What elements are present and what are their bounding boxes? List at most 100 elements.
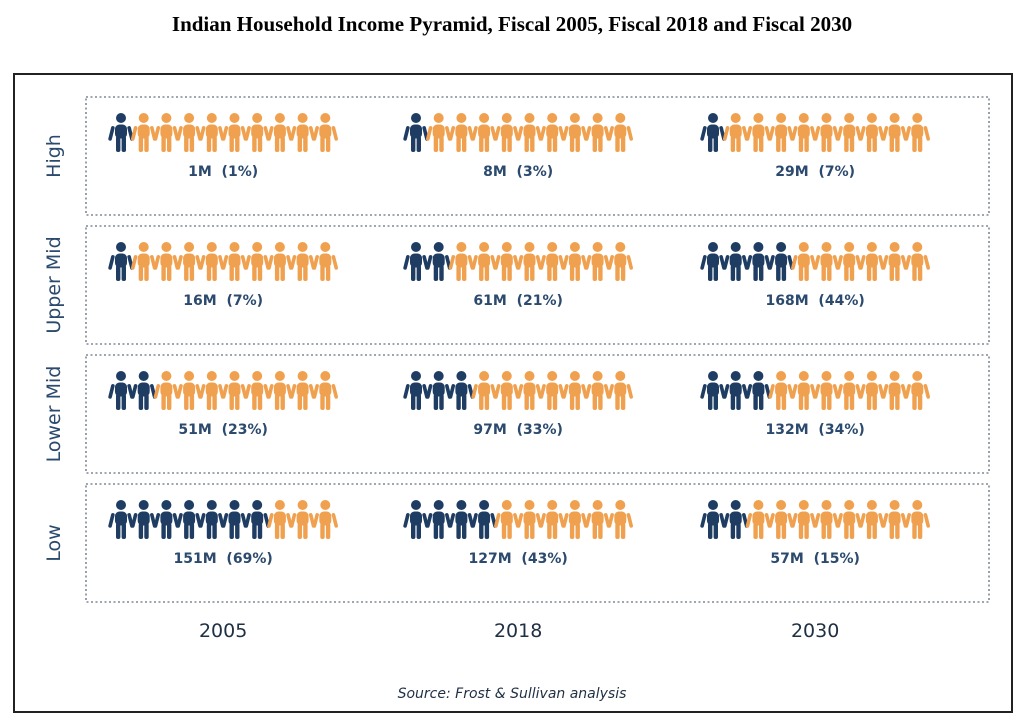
value-label: 127M (43%) [469, 551, 568, 567]
person-icon-empty [768, 371, 794, 410]
person-icon-empty [745, 113, 772, 152]
person-icon-empty [836, 500, 862, 539]
person-icon-empty [494, 113, 520, 152]
cell-low-2018: 127M (43%) [403, 500, 634, 567]
person-icon-empty [289, 371, 316, 410]
person-icon-empty [289, 500, 316, 539]
person-icon-empty [904, 500, 931, 539]
person-icon-filled [108, 500, 134, 539]
row-label: Upper Mid [43, 236, 65, 333]
person-icon-empty [813, 113, 840, 152]
band-box [85, 225, 990, 345]
row-label: High [43, 134, 65, 178]
cell-high-2005: 1M (1%) [108, 113, 339, 180]
person-icon-filled [448, 500, 475, 539]
person-icon-filled [700, 113, 726, 152]
band-box [85, 483, 990, 603]
person-icon-empty [176, 242, 202, 281]
person-icon-empty [791, 371, 817, 410]
person-icon-empty [221, 242, 248, 281]
person-icon-empty [312, 113, 339, 152]
person-icon-empty [244, 113, 270, 152]
person-icon-empty [267, 242, 293, 281]
band-box [85, 96, 990, 216]
person-icon-empty [539, 500, 565, 539]
person-icon-empty [448, 242, 475, 281]
row-label: Low [43, 524, 65, 561]
person-icon-empty [199, 113, 225, 152]
person-icon-empty [881, 242, 908, 281]
person-icon-filled [403, 371, 429, 410]
person-icon-filled [448, 371, 475, 410]
person-icon-empty [176, 371, 202, 410]
person-icon-empty [267, 113, 293, 152]
cell-upper-mid-2005: 16M (7%) [108, 242, 339, 309]
person-icon-empty [562, 242, 588, 281]
person-icon-empty [836, 242, 862, 281]
person-icon-empty [836, 113, 862, 152]
person-icon-empty [153, 242, 180, 281]
person-icon-filled [221, 500, 248, 539]
person-icon-empty [791, 113, 817, 152]
person-icon-empty [516, 242, 543, 281]
value-label: 97M (33%) [473, 422, 562, 438]
person-icon-empty [904, 113, 931, 152]
person-icon-empty [244, 242, 270, 281]
person-icon-empty [859, 113, 885, 152]
year-label-2018: 2018 [494, 620, 542, 642]
person-icon-filled [244, 500, 270, 539]
person-icon-empty [516, 113, 543, 152]
person-icon-filled [745, 371, 772, 410]
person-icon-empty [859, 242, 885, 281]
person-icon-empty [836, 371, 862, 410]
person-icon-empty [562, 371, 588, 410]
person-icon-empty [859, 371, 885, 410]
person-icon-empty [813, 500, 840, 539]
person-icon-filled [130, 500, 157, 539]
person-icon-empty [289, 242, 316, 281]
person-icon-filled [108, 113, 134, 152]
person-icon-empty [607, 371, 634, 410]
person-icon-empty [448, 113, 475, 152]
person-icon-filled [425, 242, 452, 281]
person-icon-filled [403, 242, 429, 281]
value-label: 29M (7%) [775, 164, 855, 180]
person-icon-empty [289, 113, 316, 152]
person-icon-empty [791, 500, 817, 539]
person-icon-filled [722, 242, 749, 281]
chart-title: Indian Household Income Pyramid, Fiscal … [171, 12, 853, 36]
value-label: 51M (23%) [178, 422, 267, 438]
person-icon-empty [813, 371, 840, 410]
person-icon-empty [722, 113, 749, 152]
value-label: 8M (3%) [483, 164, 553, 180]
person-icon-empty [881, 113, 908, 152]
person-icon-empty [607, 500, 634, 539]
person-icon-filled [403, 113, 429, 152]
person-icon-empty [584, 500, 611, 539]
person-icon-empty [881, 371, 908, 410]
cell-low-2005: 151M (69%) [108, 500, 339, 567]
person-icon-filled [199, 500, 225, 539]
person-icon-empty [153, 113, 180, 152]
cell-upper-mid-2018: 61M (21%) [403, 242, 634, 309]
value-label: 61M (21%) [473, 293, 562, 309]
person-icon-empty [516, 500, 543, 539]
person-icon-filled [153, 500, 180, 539]
person-icon-empty [584, 242, 611, 281]
person-icon-empty [130, 113, 157, 152]
source-note: Source: Frost & Sullivan analysis [398, 686, 627, 702]
cell-lower-mid-2018: 97M (33%) [403, 371, 634, 438]
person-icon-empty [221, 371, 248, 410]
person-icon-empty [471, 113, 497, 152]
band-low: Low 151M (69%) 127M (43%) 57M (15%) [43, 483, 990, 603]
person-icon-empty [768, 113, 794, 152]
person-icon-filled [108, 371, 134, 410]
cell-upper-mid-2030: 168M (44%) [700, 242, 931, 309]
person-icon-filled [768, 242, 794, 281]
person-icon-empty [221, 113, 248, 152]
person-icon-empty [153, 371, 180, 410]
person-icon-filled [700, 371, 726, 410]
person-icon-empty [199, 242, 225, 281]
person-icon-empty [859, 500, 885, 539]
